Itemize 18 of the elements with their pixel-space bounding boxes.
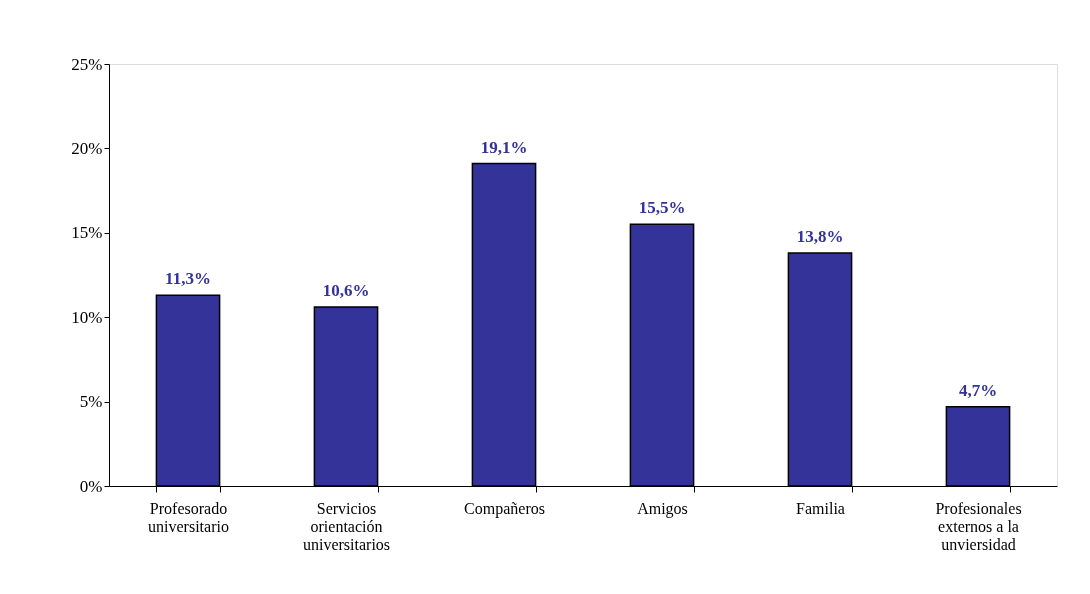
y-tick-label: 10% (71, 307, 103, 327)
x-tick-label: Profesionales externos a la unviersidad (935, 499, 1022, 553)
data-label: 4,7% (958, 380, 998, 400)
y-tick-label: 25% (71, 54, 103, 74)
x-tick-label: Profesorado universitario (148, 499, 229, 535)
data-label: 10,6% (322, 281, 370, 301)
y-tick-label: 20% (71, 138, 103, 158)
x-tick-label: Amigos (637, 499, 688, 518)
y-tick-label: 0% (79, 476, 103, 496)
data-label: 13,8% (796, 227, 844, 247)
data-label: 15,5% (638, 198, 686, 218)
x-tick-label: Familia (796, 499, 845, 517)
y-tick-label: 15% (71, 223, 103, 243)
data-label: 11,3% (165, 269, 211, 289)
x-tick-label: Compañeros (464, 499, 545, 518)
y-tick-label: 5% (79, 392, 103, 412)
x-tick-label: Servicios orientación universitarios (302, 499, 391, 553)
data-label: 19,1% (480, 137, 528, 157)
